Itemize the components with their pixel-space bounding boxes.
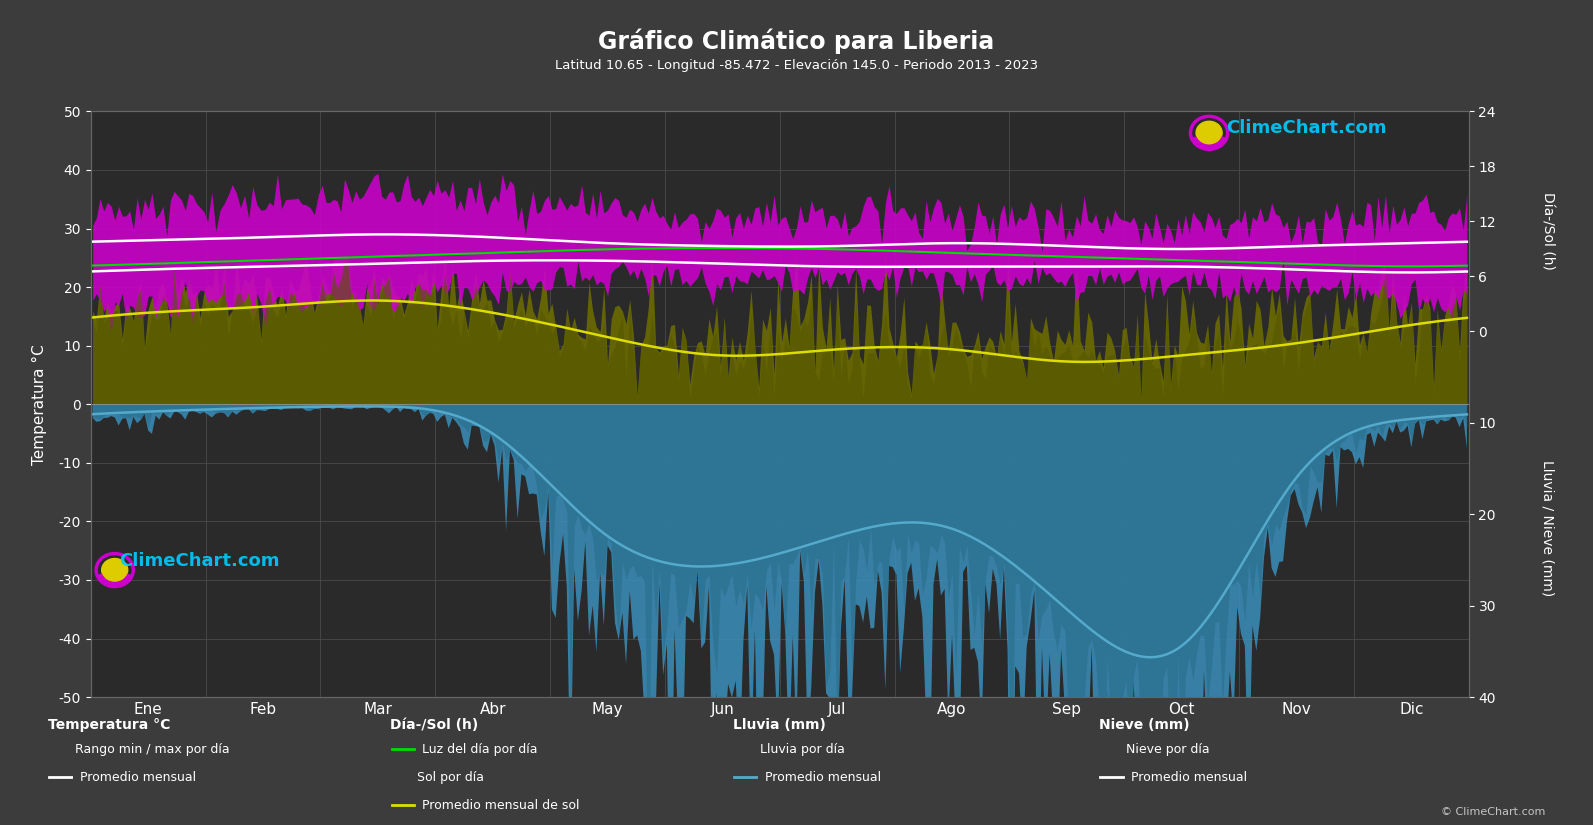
- Circle shape: [102, 559, 127, 582]
- Text: Sol por día: Sol por día: [417, 771, 484, 784]
- Wedge shape: [1192, 137, 1227, 149]
- Text: Nieve por día: Nieve por día: [1126, 742, 1209, 756]
- Wedge shape: [97, 574, 132, 587]
- Y-axis label: Temperatura °C: Temperatura °C: [32, 344, 48, 464]
- Text: Temperatura °C: Temperatura °C: [48, 718, 170, 732]
- Text: Promedio mensual: Promedio mensual: [1131, 771, 1247, 784]
- Text: Lluvia (mm): Lluvia (mm): [733, 718, 825, 732]
- Text: Día-/Sol (h): Día-/Sol (h): [390, 718, 478, 732]
- Text: ClimeChart.com: ClimeChart.com: [119, 552, 280, 570]
- Text: Promedio mensual: Promedio mensual: [765, 771, 881, 784]
- Circle shape: [1196, 121, 1222, 144]
- Text: Luz del día por día: Luz del día por día: [422, 742, 538, 756]
- Text: Latitud 10.65 - Longitud -85.472 - Elevación 145.0 - Periodo 2013 - 2023: Latitud 10.65 - Longitud -85.472 - Eleva…: [554, 59, 1039, 73]
- Text: Nieve (mm): Nieve (mm): [1099, 718, 1190, 732]
- Text: Rango min / max por día: Rango min / max por día: [75, 742, 229, 756]
- Text: ClimeChart.com: ClimeChart.com: [1227, 119, 1388, 137]
- Text: Gráfico Climático para Liberia: Gráfico Climático para Liberia: [599, 29, 994, 54]
- Text: © ClimeChart.com: © ClimeChart.com: [1440, 807, 1545, 817]
- Text: Día-/Sol (h): Día-/Sol (h): [1540, 192, 1555, 270]
- Text: Promedio mensual de sol: Promedio mensual de sol: [422, 799, 580, 812]
- Text: Lluvia / Nieve (mm): Lluvia / Nieve (mm): [1540, 460, 1555, 596]
- Text: Promedio mensual: Promedio mensual: [80, 771, 196, 784]
- Text: Lluvia por día: Lluvia por día: [760, 742, 844, 756]
